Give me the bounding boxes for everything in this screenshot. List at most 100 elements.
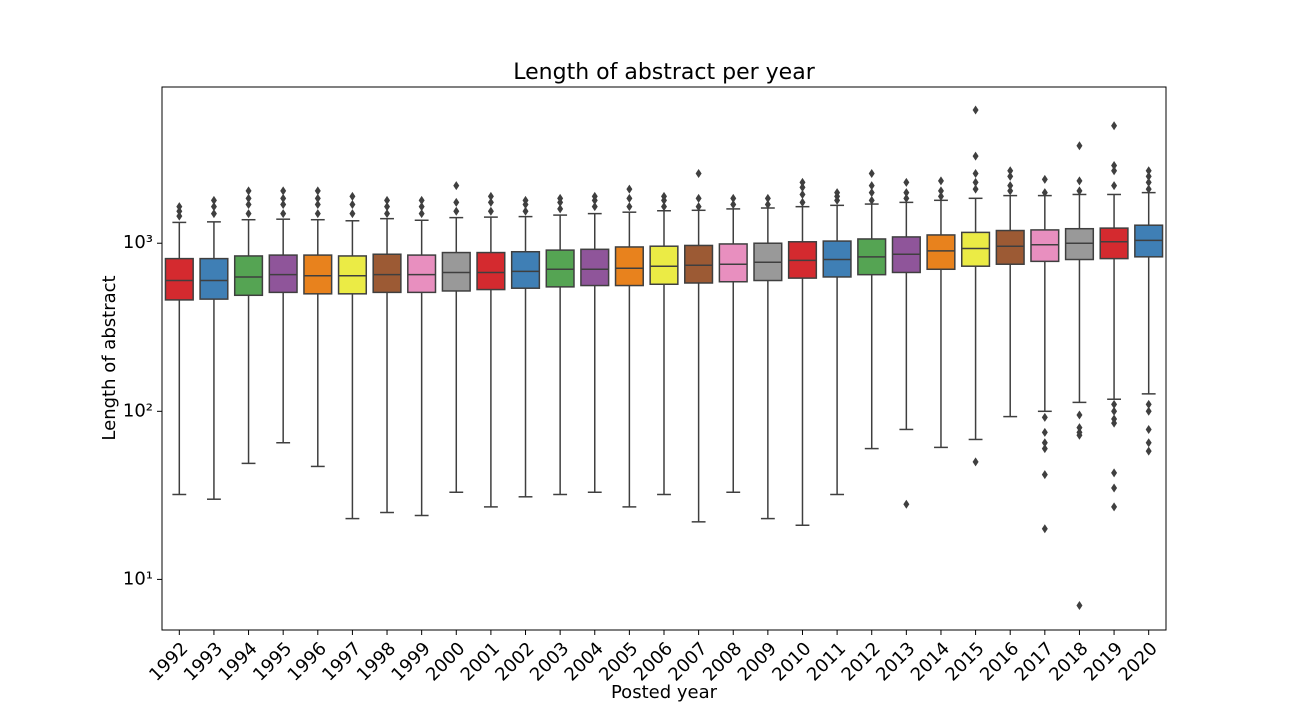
x-tick-label: 2013 bbox=[872, 638, 919, 685]
outlier bbox=[972, 151, 979, 161]
box bbox=[580, 248, 610, 287]
outlier bbox=[1041, 188, 1048, 198]
outlier bbox=[1111, 483, 1118, 493]
box-group bbox=[614, 184, 644, 508]
x-tick-label: 2006 bbox=[630, 638, 677, 685]
outlier bbox=[903, 499, 910, 509]
x-tick-label: 2017 bbox=[1011, 638, 1058, 685]
box-group bbox=[476, 191, 506, 508]
box bbox=[164, 257, 194, 301]
outlier bbox=[903, 188, 910, 198]
box bbox=[926, 234, 956, 271]
x-tick-label: 2000 bbox=[422, 638, 469, 685]
x-tick-label: 2001 bbox=[457, 638, 504, 685]
outlier bbox=[1111, 166, 1118, 176]
x-tick-label: 1998 bbox=[353, 638, 400, 685]
outlier bbox=[349, 191, 356, 201]
outlier bbox=[591, 202, 598, 212]
outlier bbox=[1145, 399, 1152, 409]
x-tick-label: 2009 bbox=[734, 638, 781, 685]
box bbox=[476, 251, 506, 291]
outlier bbox=[695, 168, 702, 178]
box-group bbox=[164, 202, 194, 496]
outlier bbox=[1041, 412, 1048, 422]
x-tick-label: 1996 bbox=[284, 638, 331, 685]
outlier bbox=[903, 193, 910, 203]
outlier bbox=[245, 193, 252, 203]
outlier bbox=[453, 206, 460, 216]
outlier bbox=[937, 191, 944, 201]
box bbox=[510, 250, 541, 289]
x-axis-label: Posted year bbox=[611, 682, 718, 703]
y-tick-label: 10² bbox=[123, 400, 153, 421]
x-tick-label: 2014 bbox=[907, 638, 954, 685]
outlier bbox=[1145, 184, 1152, 194]
outlier bbox=[1076, 176, 1083, 186]
box bbox=[995, 229, 1025, 265]
x-tick-label: 2008 bbox=[699, 638, 746, 685]
outlier bbox=[176, 206, 183, 216]
box-group bbox=[372, 195, 402, 514]
outlier bbox=[799, 189, 806, 199]
box-group bbox=[926, 176, 956, 449]
outlier bbox=[1041, 470, 1048, 480]
box-group bbox=[545, 193, 575, 496]
outlier bbox=[972, 177, 979, 187]
box-group bbox=[407, 195, 437, 517]
outlier bbox=[1111, 181, 1118, 191]
box-group bbox=[1064, 141, 1095, 610]
outlier bbox=[557, 193, 564, 203]
box-group bbox=[649, 191, 679, 496]
outlier bbox=[487, 197, 494, 207]
box-group bbox=[580, 191, 610, 493]
outlier bbox=[1145, 446, 1152, 456]
box bbox=[268, 254, 298, 294]
x-tick-label: 2010 bbox=[768, 638, 815, 685]
box-group bbox=[510, 195, 541, 498]
x-tick-label: 2004 bbox=[561, 638, 608, 685]
x-tick-label: 2003 bbox=[526, 638, 573, 685]
box-group bbox=[1030, 174, 1060, 534]
box bbox=[199, 257, 229, 300]
box bbox=[303, 254, 333, 295]
outlier bbox=[1041, 444, 1048, 454]
box-group bbox=[199, 195, 229, 500]
x-tick-label: 1993 bbox=[180, 638, 227, 685]
outlier bbox=[557, 204, 564, 214]
outlier bbox=[1076, 600, 1083, 610]
box-group bbox=[441, 181, 471, 493]
outlier bbox=[1111, 468, 1118, 478]
outlier bbox=[245, 186, 252, 196]
x-tick-label: 2007 bbox=[664, 638, 711, 685]
box bbox=[545, 249, 575, 288]
box-group bbox=[960, 105, 991, 467]
outlier bbox=[972, 457, 979, 467]
outlier bbox=[799, 197, 806, 207]
outlier bbox=[453, 197, 460, 207]
box bbox=[718, 243, 748, 283]
box bbox=[1030, 229, 1060, 263]
outlier bbox=[1007, 186, 1014, 196]
outlier bbox=[868, 195, 875, 205]
x-tick-label: 2015 bbox=[941, 638, 988, 685]
outlier bbox=[1145, 171, 1152, 181]
outlier bbox=[1076, 430, 1083, 440]
box-group bbox=[303, 186, 333, 468]
outlier bbox=[487, 191, 494, 201]
box-group bbox=[787, 177, 818, 526]
outlier bbox=[1007, 181, 1014, 191]
box bbox=[960, 231, 991, 267]
outlier bbox=[868, 168, 875, 178]
outlier bbox=[453, 181, 460, 191]
outlier bbox=[1076, 423, 1083, 433]
outlier bbox=[695, 202, 702, 212]
outlier bbox=[764, 199, 771, 209]
outlier bbox=[626, 184, 633, 194]
x-tick-label: 2012 bbox=[838, 638, 885, 685]
outlier bbox=[1041, 524, 1048, 534]
outlier bbox=[1111, 121, 1118, 131]
plot-frame bbox=[161, 86, 1167, 631]
outlier bbox=[730, 199, 737, 209]
outlier bbox=[1145, 438, 1152, 448]
